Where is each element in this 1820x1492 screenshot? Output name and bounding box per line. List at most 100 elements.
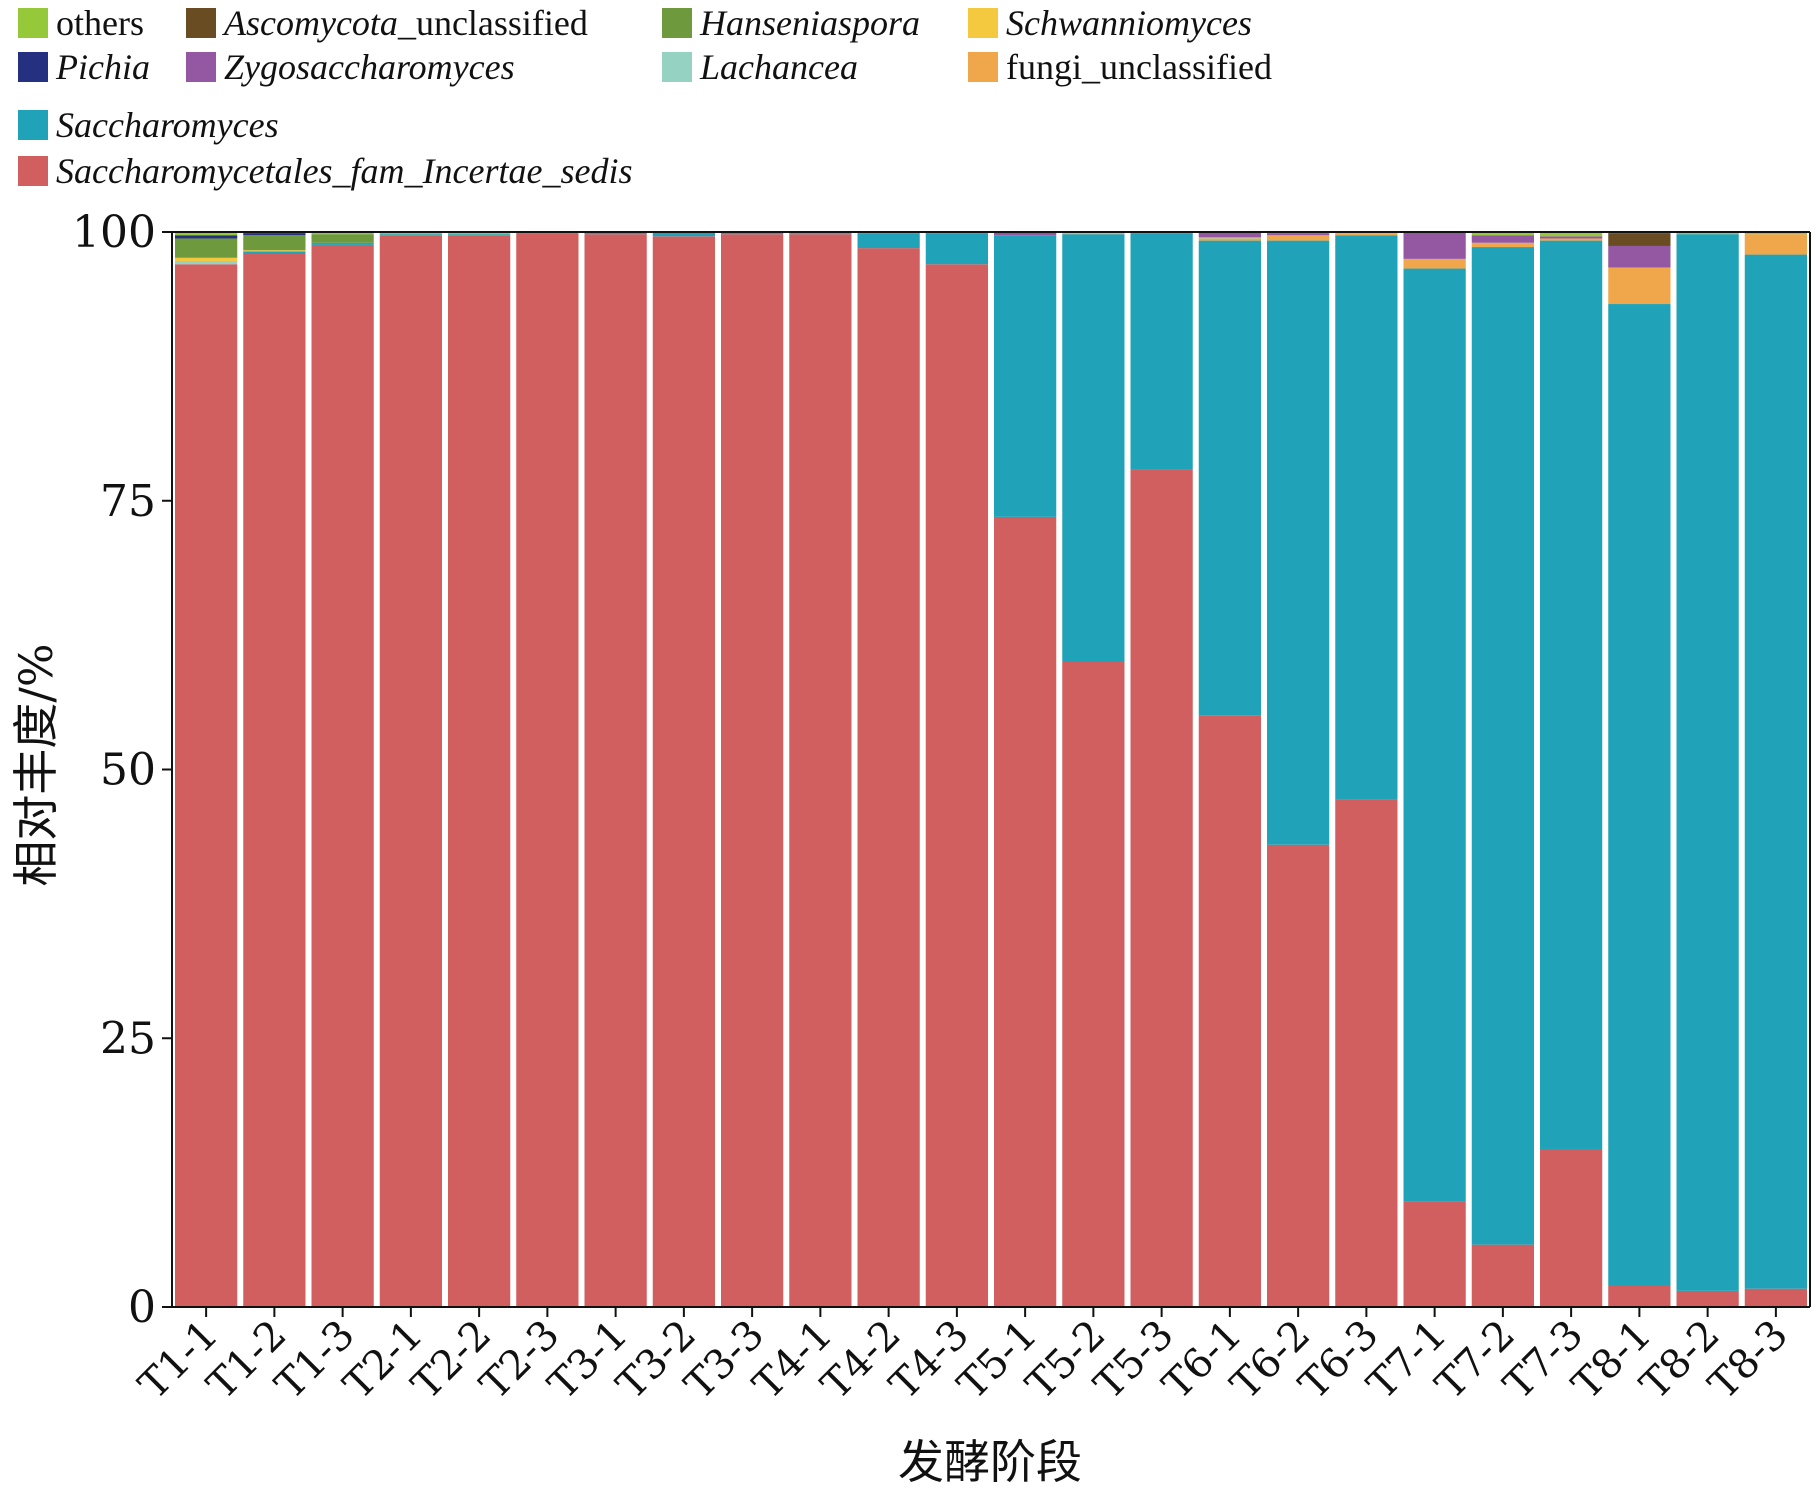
legend-swatch: [18, 156, 48, 186]
bar-segment-T6-3-saccharomyces: [1335, 235, 1398, 800]
bar-segment-T7-3-saccharomyces: [1540, 240, 1603, 1149]
bar-segment-T7-1-fungi-unclassified: [1403, 258, 1466, 269]
bar-segment-T7-3-zygosaccharomyces: [1540, 236, 1603, 239]
y-tick-label: 50: [100, 745, 156, 796]
x-tick-label: T6-3: [1291, 1312, 1388, 1409]
bar-segment-T2-2-others: [448, 232, 511, 235]
bar-segment-T6-2-zygosaccharomyces: [1267, 233, 1330, 236]
x-tick-label: T6-2: [1222, 1312, 1319, 1409]
x-tick-label: T7-3: [1495, 1312, 1592, 1409]
bar-segment-T8-3-saccharomycetales-fam-incertae-sedis: [1744, 1288, 1807, 1307]
legend-swatch: [968, 52, 998, 82]
y-tick-label: 25: [100, 1013, 156, 1064]
bar-segment-T5-3-saccharomycetales-fam-incertae-sedis: [1130, 469, 1193, 1307]
bar-segment-T7-3-saccharomycetales-fam-incertae-sedis: [1540, 1148, 1603, 1307]
bar-segment-T5-2-fungi-unclassified: [1062, 233, 1125, 235]
legend-label: Saccharomycetales_fam_Incertae_sedis: [56, 151, 633, 191]
x-tick-label: T8-1: [1564, 1312, 1661, 1409]
bar-segment-T1-3-saccharomycetales-fam-incertae-sedis: [311, 244, 374, 1307]
bar-segment-T7-1-saccharomycetales-fam-incertae-sedis: [1403, 1201, 1466, 1307]
bar-segment-T6-2-saccharomycetales-fam-incertae-sedis: [1267, 844, 1330, 1307]
bar-segment-T6-1-lachancea: [1198, 237, 1261, 239]
bar-segment-T2-2-saccharomyces: [448, 234, 511, 236]
bar-segment-T4-3-saccharomyces: [925, 233, 988, 265]
bar-segment-T1-1-schwanniomyces: [175, 257, 238, 262]
x-tick-label: T7-1: [1359, 1312, 1456, 1409]
legend-item-fungi-unclassified: fungi_unclassified: [968, 46, 1272, 88]
bar-segment-T8-2-others: [1676, 232, 1739, 235]
x-tick-label: T7-2: [1427, 1312, 1524, 1409]
bar-segment-T6-3-saccharomycetales-fam-incertae-sedis: [1335, 799, 1398, 1307]
bar-segment-T7-2-zygosaccharomyces: [1471, 235, 1534, 243]
y-tick-label: 75: [100, 476, 156, 527]
bar-segment-T1-1-pichia: [175, 235, 238, 239]
x-tick-label: T4-2: [813, 1312, 910, 1409]
legend-label: Saccharomyces: [56, 105, 279, 145]
bar-segment-T1-1-hanseniaspora: [175, 238, 238, 258]
bar-segment-T8-1-zygosaccharomyces: [1608, 245, 1671, 268]
bar-segment-T1-3-hanseniaspora: [311, 234, 374, 243]
bar-segment-T5-2-saccharomyces: [1062, 234, 1125, 662]
bar-segment-T1-2-saccharomycetales-fam-incertae-sedis: [243, 253, 306, 1307]
x-tick-label: T3-2: [608, 1312, 705, 1409]
legend-item-others: others: [18, 2, 144, 44]
x-tick-label: T1-2: [199, 1312, 296, 1409]
bar-segment-T5-1-saccharomyces: [994, 235, 1057, 517]
x-tick-label: T2-2: [403, 1312, 500, 1409]
x-tick-label: T3-3: [676, 1312, 773, 1409]
legend-label: Lachancea: [700, 47, 858, 87]
legend-item-pichia: Pichia: [18, 46, 150, 88]
x-tick-label: T3-1: [540, 1312, 637, 1409]
y-tick-label: 0: [128, 1282, 156, 1333]
bar-segment-T6-1-saccharomyces: [1198, 240, 1261, 716]
bar-segment-T1-2-pichia: [243, 233, 306, 236]
bar-segment-T6-1-fungi-unclassified: [1198, 238, 1261, 241]
bar-segment-T8-1-saccharomyces: [1608, 304, 1671, 1286]
bar-segment-T3-2-saccharomycetales-fam-incertae-sedis: [652, 236, 715, 1307]
bar-segment-T1-3-others: [311, 232, 374, 235]
bar-segment-T3-3-saccharomyces: [721, 232, 784, 235]
legend-label: Zygosaccharomyces: [224, 47, 515, 87]
bar-segment-T3-1-saccharomycetales-fam-incertae-sedis: [584, 234, 647, 1307]
bar-segment-T8-1-fungi-unclassified: [1608, 267, 1671, 305]
legend-label: Ascomycota_unclassified: [224, 3, 588, 43]
bar-segment-T1-1-saccharomycetales-fam-incertae-sedis: [175, 264, 238, 1307]
legend-label: Hanseniaspora: [700, 3, 921, 43]
x-tick-label: T6-1: [1154, 1312, 1251, 1409]
bar-segment-T8-3-others: [1744, 232, 1807, 235]
bar-segment-T8-3-fungi-unclassified: [1744, 234, 1807, 255]
x-tick-label: T5-1: [949, 1312, 1046, 1409]
bar-segment-T8-2-saccharomyces: [1676, 234, 1739, 1291]
legend-swatch: [662, 8, 692, 38]
legend-item-saccharomycetales-fam-incertae-sedis: Saccharomycetales_fam_Incertae_sedis: [18, 150, 633, 192]
bar-segment-T5-3-saccharomyces: [1130, 233, 1193, 470]
y-tick-label: 100: [72, 207, 156, 258]
legend-swatch: [662, 52, 692, 82]
x-tick-label: T2-1: [335, 1312, 432, 1409]
bar-segment-T4-3-saccharomycetales-fam-incertae-sedis: [925, 264, 988, 1307]
legend-swatch: [18, 110, 48, 140]
bar-segment-T6-3-fungi-unclassified: [1335, 233, 1398, 236]
bar-segment-T1-2-schwanniomyces: [243, 250, 306, 252]
x-tick-label: T4-3: [881, 1312, 978, 1409]
legend-item-saccharomyces: Saccharomyces: [18, 104, 279, 146]
bar-segment-T1-3-saccharomyces: [311, 242, 374, 245]
bar-segment-T7-3-fungi-unclassified: [1540, 238, 1603, 241]
bar-segment-T8-1-saccharomycetales-fam-incertae-sedis: [1608, 1285, 1671, 1307]
bar-segment-T1-2-hanseniaspora: [243, 235, 306, 251]
bar-segment-T2-1-others: [379, 232, 442, 235]
bar-segment-T6-2-saccharomyces: [1267, 240, 1330, 845]
bar-segment-T1-1-lachancea: [175, 261, 238, 265]
x-tick-label: T8-3: [1700, 1312, 1797, 1409]
bar-segment-T2-2-saccharomycetales-fam-incertae-sedis: [448, 235, 511, 1308]
legend-label: Pichia: [56, 47, 150, 87]
x-tick-label: T4-1: [745, 1312, 842, 1409]
bar-segment-T3-3-saccharomycetales-fam-incertae-sedis: [721, 234, 784, 1307]
bar-segment-T8-1-ascomycota-unclassified: [1608, 233, 1671, 246]
legend-label: Schwanniomyces: [1006, 3, 1252, 43]
legend-item-schwanniomyces: Schwanniomyces: [968, 2, 1252, 44]
bar-segment-T6-2-fungi-unclassified: [1267, 235, 1330, 241]
bar-segment-T3-2-saccharomyces: [652, 232, 715, 237]
bar-segment-T4-2-saccharomycetales-fam-incertae-sedis: [857, 248, 920, 1308]
bar-segment-T2-3-saccharomycetales-fam-incertae-sedis: [516, 233, 579, 1307]
